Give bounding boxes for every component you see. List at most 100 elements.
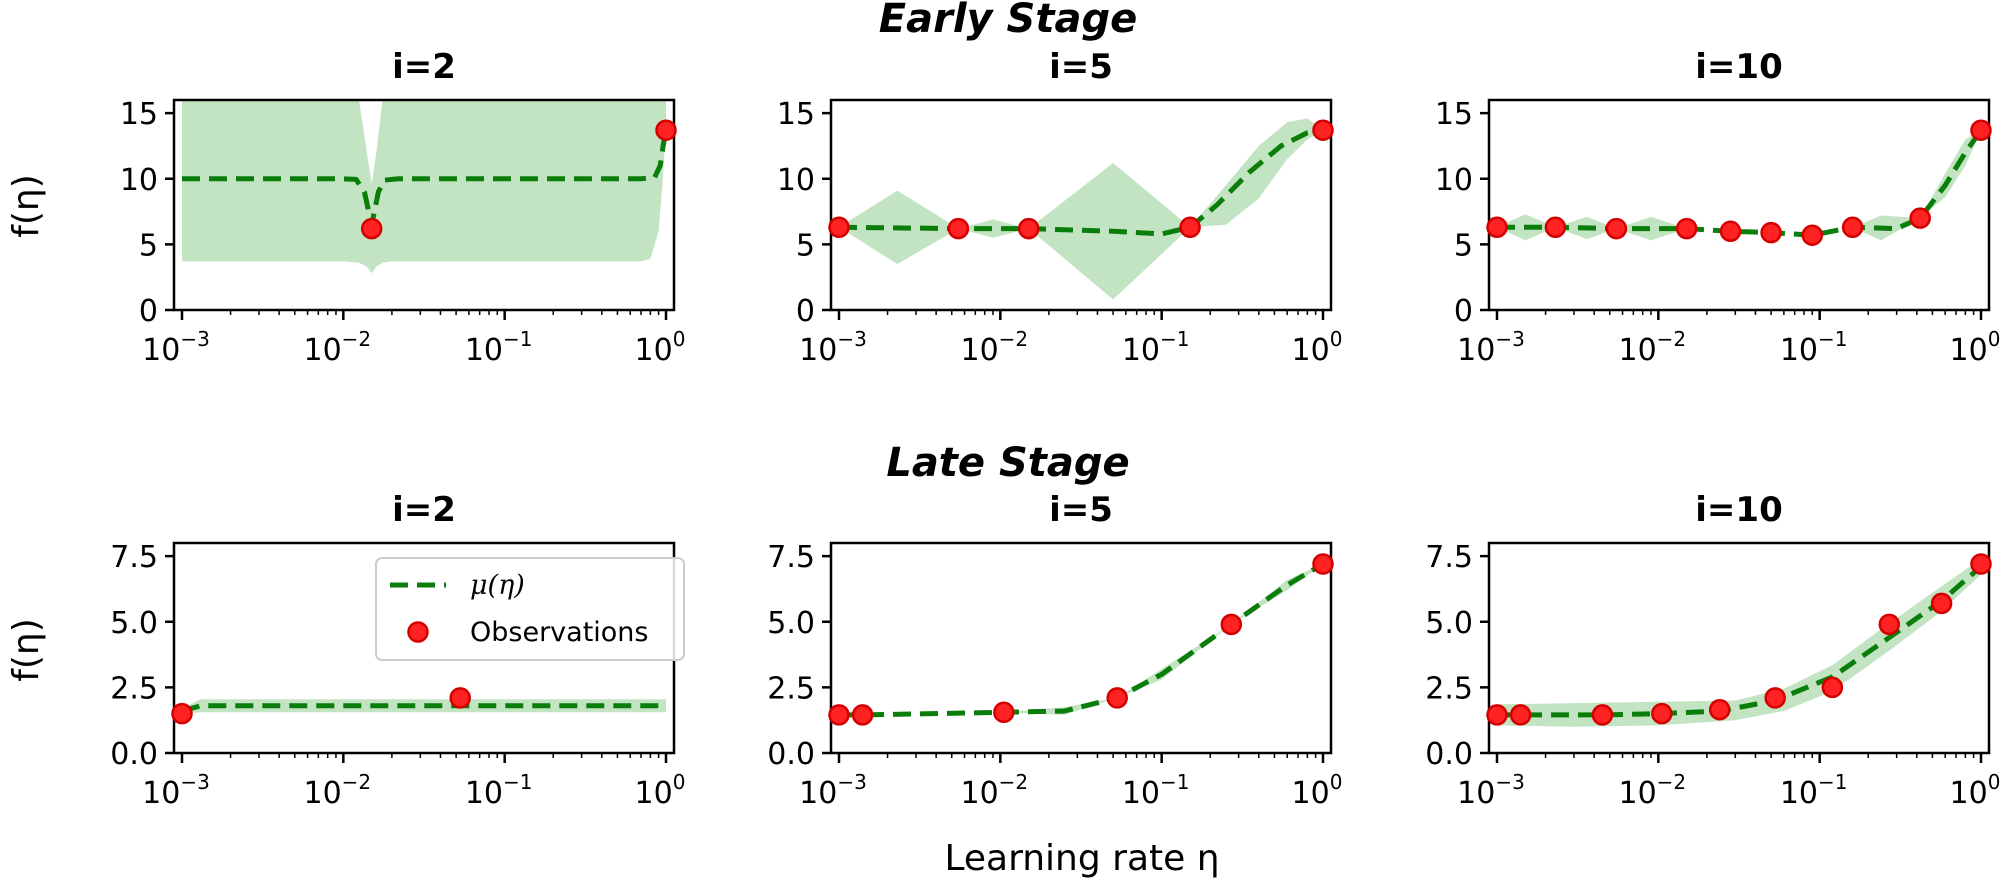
x-tick-label: 10−1 (465, 327, 533, 368)
observation-point (1970, 119, 1992, 141)
x-tick-label: 10−2 (960, 770, 1028, 811)
y-tick-label: 10 (120, 163, 158, 198)
observation-point (1970, 553, 1992, 575)
observation-point (828, 704, 850, 726)
observation-point (1179, 216, 1201, 239)
x-tick-label: 100 (635, 327, 686, 368)
chart-panel-0: 0 5 10 15 10−3 10−2 10−1 100 i=2 (120, 47, 686, 368)
chart-panel-4: 0.0 2.5 5.0 7.5 10−3 10−2 10−1 100 i=5 (767, 490, 1342, 811)
x-tick-label: 10−1 (1122, 770, 1190, 811)
panel-title: i=2 (392, 490, 456, 530)
axes-frame (829, 98, 1333, 312)
observation-point (1106, 687, 1128, 709)
y-axis-label-late: f(η) (6, 618, 47, 682)
confidence-band (839, 118, 1323, 300)
observation-point (449, 687, 471, 709)
y-tick-label: 0.0 (110, 737, 158, 772)
chart-panel-5: 0.0 2.5 5.0 7.5 10−3 10−2 10−1 100 i=10 (1425, 490, 2000, 811)
observation-point (1312, 119, 1334, 141)
y-tick-label: 0.0 (767, 737, 815, 772)
y-tick-label: 2.5 (767, 671, 815, 706)
chart-panel-1: 0 5 10 15 10−3 10−2 10−1 100 i=5 (777, 47, 1343, 368)
observation-point (851, 704, 874, 726)
x-tick-label: 100 (635, 770, 686, 811)
axes-frame (829, 541, 1333, 755)
x-tick-label: 10−3 (1457, 327, 1525, 368)
observation-point (1821, 676, 1844, 699)
observation-point (1930, 592, 1953, 615)
x-tick-label: 100 (1292, 770, 1343, 811)
confidence-band (182, 100, 666, 274)
y-tick-label: 15 (1435, 97, 1473, 132)
chart-panel-2: 0 5 10 15 10−3 10−2 10−1 100 i=10 (1435, 47, 2001, 368)
y-tick-label: 0 (139, 294, 158, 329)
y-tick-label: 2.5 (110, 671, 158, 706)
panel-title: i=5 (1049, 490, 1113, 530)
x-tick-label: 10−1 (465, 770, 533, 811)
x-tick-label: 10−1 (1780, 770, 1848, 811)
y-tick-label: 5 (796, 228, 815, 263)
legend: μ(η) Observations (375, 557, 685, 661)
mean-line (1497, 564, 1983, 718)
y-tick-label: 0.0 (1425, 737, 1473, 772)
x-tick-label: 10−2 (1618, 770, 1686, 811)
y-axis-label-early: f(η) (6, 174, 47, 238)
axes-frame (1487, 541, 1991, 755)
legend-mean-label: μ(η) (470, 570, 525, 601)
y-tick-label: 10 (1435, 163, 1473, 198)
x-tick-label: 100 (1292, 327, 1343, 368)
stage-title-late: Late Stage (886, 440, 1129, 486)
legend-obs-label: Observations (470, 617, 648, 648)
confidence-band (182, 699, 666, 714)
y-tick-label: 5.0 (110, 606, 158, 641)
y-tick-label: 10 (777, 163, 815, 198)
stage-title-early: Early Stage (879, 0, 1137, 42)
observation-point (1591, 704, 1614, 726)
x-tick-label: 10−2 (1618, 327, 1686, 368)
panel-title: i=2 (392, 47, 456, 87)
y-tick-label: 5 (139, 228, 158, 263)
observation-point (993, 701, 1015, 724)
observation-point (1719, 220, 1742, 243)
observation-point (1544, 216, 1567, 239)
legend-obs-swatch (407, 621, 429, 643)
observation-point (1841, 216, 1864, 239)
x-tick-label: 10−3 (142, 770, 210, 811)
x-tick-label: 100 (1950, 770, 2001, 811)
axes-frame (172, 98, 676, 312)
observation-point (360, 217, 383, 240)
y-tick-label: 7.5 (767, 540, 815, 575)
y-tick-label: 15 (777, 97, 815, 132)
panel-title: i=10 (1695, 47, 1782, 87)
observation-point (1486, 216, 1508, 239)
y-tick-label: 5.0 (1425, 606, 1473, 641)
panel-title: i=5 (1049, 47, 1113, 87)
observation-point (1486, 704, 1508, 726)
x-tick-label: 10−3 (799, 770, 867, 811)
x-tick-label: 10−2 (960, 327, 1028, 368)
x-tick-label: 10−3 (1457, 770, 1525, 811)
x-tick-label: 10−1 (1122, 327, 1190, 368)
y-tick-label: 0 (1454, 294, 1473, 329)
y-tick-label: 2.5 (1425, 671, 1473, 706)
y-tick-label: 7.5 (110, 540, 158, 575)
observation-point (1801, 224, 1824, 246)
observation-point (828, 216, 850, 239)
observation-point (1651, 702, 1673, 725)
x-axis-label: Learning rate η (944, 838, 1219, 879)
chart-panel-3: 0.0 2.5 5.0 7.5 10−3 10−2 10−1 100 i=2 μ(η) Observ… (110, 490, 685, 811)
y-tick-label: 0 (796, 294, 815, 329)
confidence-band (1497, 558, 1981, 727)
x-tick-label: 100 (1950, 327, 2001, 368)
observation-point (1708, 698, 1731, 721)
observation-point (655, 119, 677, 141)
observation-point (1675, 217, 1698, 240)
y-tick-label: 15 (120, 97, 158, 132)
observation-point (171, 702, 193, 725)
observation-point (1017, 217, 1040, 240)
mean-line (181, 703, 666, 714)
observation-point (1220, 613, 1243, 636)
observation-point (1509, 704, 1532, 726)
mean-line (839, 561, 1325, 718)
